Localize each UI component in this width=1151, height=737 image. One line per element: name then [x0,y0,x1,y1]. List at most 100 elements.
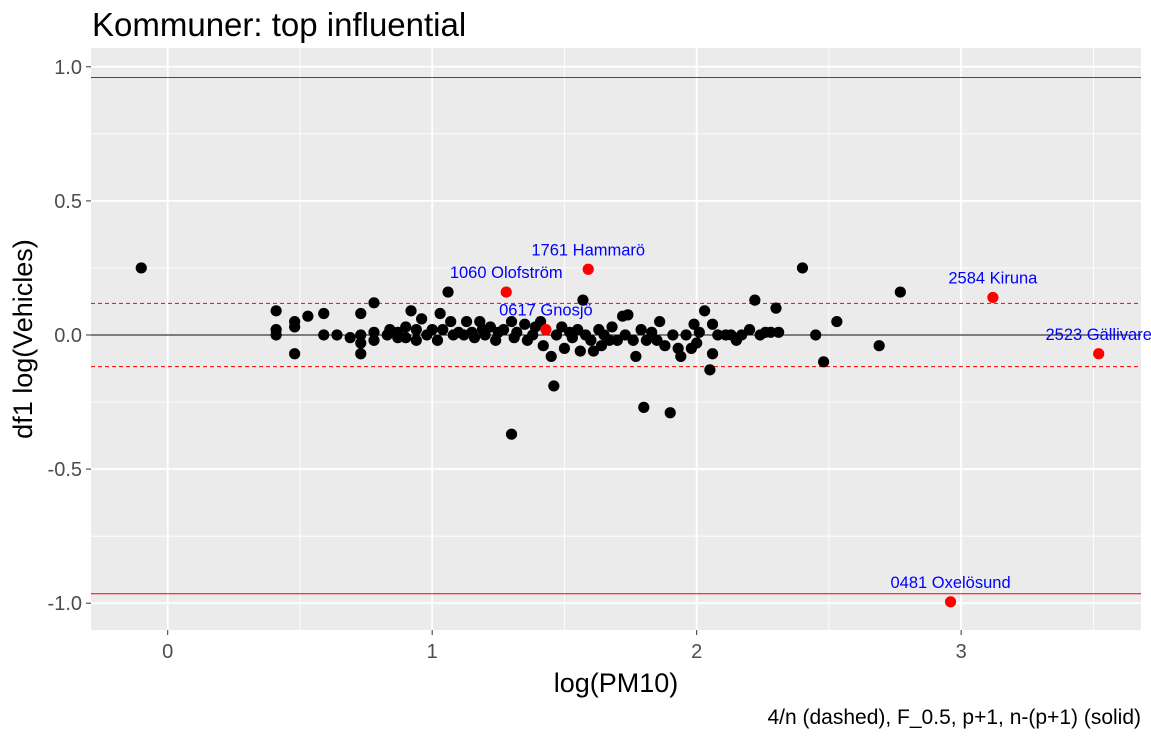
data-point [392,332,404,344]
data-point [630,350,642,363]
chart-caption: 4/n (dashed), F_0.5, p+1, n-(p+1) (solid… [767,706,1141,729]
data-point [749,294,761,306]
x-tick-label: 1 [427,641,438,663]
data-point [344,332,356,344]
data-point [537,340,549,352]
data-point [416,313,428,325]
x-tick-label: 0 [162,641,173,663]
data-point [770,302,782,314]
data-point [638,401,650,413]
data-point [289,348,301,360]
x-tick-label: 2 [691,641,702,663]
data-point [699,305,711,317]
data-point [627,334,639,346]
highlighted-point [582,263,594,275]
chart-title: Kommuner: top influential [92,6,466,43]
data-point [355,348,367,360]
y-axis-ticks: -1.0 -0.5 0.0 0.5 1.0 [48,57,91,615]
data-point [706,348,719,360]
data-point [437,324,449,336]
data-point [675,350,687,363]
x-axis-title: log(PM10) [554,668,679,698]
data-point [355,337,367,349]
data-point [566,332,578,344]
data-point [619,329,631,341]
data-point [434,307,446,320]
point-label: 1761 Hammarö [531,241,645,259]
data-point [318,329,330,341]
data-point [693,326,705,338]
data-point [550,329,563,341]
data-point [622,309,634,321]
data-point [611,334,623,346]
data-point [355,329,367,341]
data-point [331,329,343,341]
highlighted-point [500,286,512,298]
data-point [355,307,367,320]
data-point [318,307,330,320]
data-point [484,321,496,333]
data-point [548,380,560,392]
data-point [442,286,454,298]
data-point [368,297,380,309]
x-axis-ticks: 0 1 2 3 [162,630,967,663]
data-point [479,329,491,341]
data-point [688,318,700,330]
data-points [135,262,906,440]
y-tick-label: 0.5 [54,191,82,213]
point-label: 2584 Kiruna [948,269,1038,287]
data-point [587,345,600,357]
data-point [574,345,586,357]
data-point [635,324,647,336]
data-point [810,329,822,341]
data-point [831,315,843,328]
point-label: 1060 Olofström [450,264,563,282]
data-point [603,334,615,346]
data-point [796,262,809,274]
data-point [818,356,830,368]
data-point [426,324,438,336]
data-point [651,334,663,346]
data-point [765,326,777,338]
y-tick-label: 0.0 [54,325,82,347]
data-point [368,326,380,338]
data-point [640,334,653,346]
y-tick-label: 1.0 [54,57,82,79]
y-tick-label: -0.5 [48,459,82,481]
data-point [460,315,473,328]
data-point [289,321,301,333]
data-point [519,318,531,330]
highlighted-point [987,291,999,304]
highlighted-point [540,324,552,336]
data-point [654,315,666,328]
data-point [405,305,417,317]
data-point [270,305,282,317]
point-label: 0617 Gnosjö [499,302,593,320]
highlighted-point [944,596,957,608]
data-point [659,340,671,352]
data-point [535,315,547,328]
data-point [706,318,719,330]
data-point [646,326,658,338]
data-point [400,332,412,344]
data-point [558,342,571,354]
highlighted-points: 1761 Hammarö 1060 Olofström 0617 Gnosjö 258… [450,241,1151,608]
data-point [511,326,523,338]
data-point [664,407,676,419]
data-point [691,337,703,349]
data-point [410,324,422,336]
data-point [577,294,589,306]
data-point [505,315,518,328]
data-point [743,324,756,336]
y-axis-title: df1 log(Vehicles) [8,239,38,439]
data-point [606,321,618,333]
data-point [667,329,679,341]
point-label: 2523 Gällivare [1045,326,1151,344]
y-tick-label: -1.0 [48,593,82,615]
data-point [400,321,412,333]
data-point [445,315,457,328]
point-label: 0481 Oxelösund [890,574,1010,592]
data-point [545,350,557,363]
data-point [468,332,481,344]
